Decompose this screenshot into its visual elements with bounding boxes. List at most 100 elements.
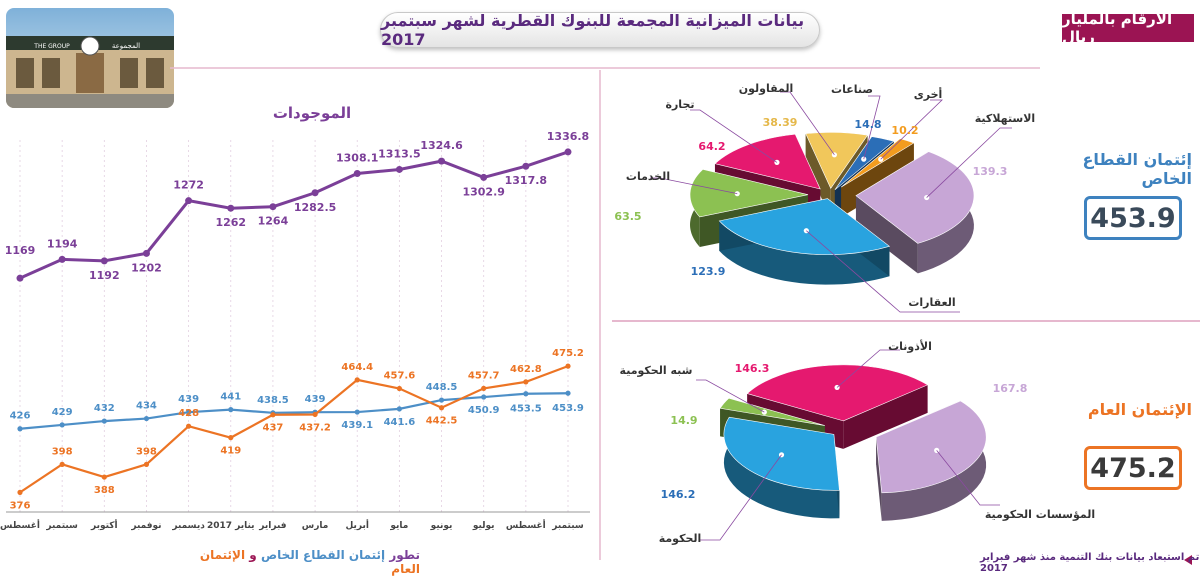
assets-point — [395, 165, 403, 173]
public-credit-point — [481, 385, 487, 391]
private-credit-point — [228, 407, 234, 413]
private-credit-point — [354, 409, 360, 415]
pie-value-label: 167.8 — [993, 382, 1028, 395]
pie-leader-line — [700, 454, 782, 541]
public-credit-value-label: 398 — [52, 446, 73, 457]
assets-value-label: 1202 — [131, 261, 162, 274]
source-marker-icon — [1184, 555, 1192, 565]
pie-slice-1 — [718, 198, 891, 255]
assets-value-label: 1194 — [47, 237, 78, 250]
pie-slice-side — [719, 220, 890, 285]
pie-category-label: الخدمات — [626, 170, 670, 183]
public-credit-value-label: 437.2 — [299, 422, 331, 433]
x-tick-label: مايو — [389, 521, 408, 531]
private-credit-pie: الاستهلاكية 139.3 العقارات 123.9 الخدمات 63.5… — [614, 82, 1035, 313]
public-credit-point — [143, 461, 150, 467]
assets-value-label: 1169 — [5, 244, 36, 257]
legend-private: إئتمان القطاع الخاص — [260, 548, 386, 562]
pie-value-label: 63.5 — [614, 210, 641, 223]
pie-charts: الاستهلاكية 139.3 العقارات 123.9 الخدمات 63.5… — [614, 82, 1095, 545]
x-tick-label: أغسطس — [506, 519, 546, 531]
source-note: تم استبعاد بيانات بنك التنمية منذ شهر فب… — [980, 552, 1200, 574]
assets-point — [522, 162, 530, 170]
private-credit-value-label: 426 — [10, 411, 31, 422]
assets-point — [353, 170, 361, 178]
x-tick-label: سبتمبر — [551, 521, 584, 531]
private-credit-point — [396, 406, 402, 412]
pie-category-label: الاستهلاكية — [975, 112, 1035, 125]
public-credit-value-label: 419 — [220, 446, 241, 457]
public-credit-total: 475.2 — [1084, 446, 1182, 490]
pie-value-label: 38.39 — [763, 116, 798, 129]
x-tick-label: ديسمبر — [171, 521, 205, 531]
pie-value-label: 14.9 — [670, 414, 697, 427]
assets-point — [227, 204, 235, 212]
assets-value-label: 1282.5 — [294, 201, 336, 214]
x-tick-label: فبراير — [258, 521, 286, 531]
assets-point — [185, 197, 193, 205]
pie-category-label: الحكومة — [659, 532, 702, 545]
pie-value-label: 146.3 — [735, 362, 770, 375]
public-credit-value-label: 457.6 — [384, 371, 416, 382]
pie-slice-wall — [876, 436, 882, 521]
public-credit-point — [186, 423, 192, 429]
pie-leader-line — [690, 109, 778, 163]
private-credit-point — [481, 394, 487, 400]
pie-leader-line — [780, 91, 835, 156]
private-credit-point — [101, 418, 107, 424]
public-credit-value-label: 437 — [262, 423, 283, 434]
private-credit-value-label: 450.9 — [468, 405, 500, 416]
private-credit-value-label: 439 — [178, 394, 199, 405]
public-credit-point — [59, 461, 65, 467]
public-credit-point — [565, 363, 571, 369]
private-credit-point — [523, 391, 529, 397]
public-credit-line — [19, 365, 569, 494]
pie-slice-0 — [855, 151, 975, 244]
pie-slice-3 — [746, 364, 929, 422]
public-credit-pie: المؤسسات الحكومية 167.8 الحكومة 146.2 شبه ال… — [620, 339, 1096, 545]
public-credit-value-label: 462.8 — [510, 364, 542, 375]
pie-slice-wall — [855, 195, 918, 274]
assets-point — [438, 157, 446, 165]
x-tick-label: أغسطس — [0, 519, 40, 531]
private-credit-point — [186, 409, 192, 415]
sign-text: المجموعة — [112, 42, 140, 50]
legend-prefix: تطور — [389, 548, 420, 562]
assets-value-label: 1264 — [258, 215, 289, 228]
private-credit-value-label: 453.9 — [552, 403, 584, 414]
legend-public: الإئتمان العام — [199, 548, 420, 576]
x-tick-label: نوفمبر — [130, 521, 161, 531]
assets-point — [100, 257, 108, 265]
assets-point — [311, 189, 319, 197]
private-credit-total: 453.9 — [1084, 196, 1182, 240]
pie-category-label: العقارات — [908, 296, 955, 309]
pie-value-label: 64.2 — [698, 140, 725, 153]
x-tick-label: يناير 2017 — [207, 521, 255, 531]
pie-category-label: الأذونات — [888, 339, 932, 353]
assets-value-label: 1324.6 — [420, 139, 463, 152]
private-credit-value-label: 434 — [136, 401, 157, 412]
pie-slice-wall — [805, 133, 831, 219]
public-credit-point — [228, 435, 234, 441]
x-tick-label: أكتوبر — [90, 519, 118, 531]
public-credit-value-label: 428 — [178, 408, 199, 419]
pie-value-label: 139.3 — [973, 165, 1008, 178]
pie-slice-2 — [689, 169, 809, 218]
private-credit-point — [438, 397, 445, 403]
pie-leader-line — [880, 99, 943, 160]
public-credit-point — [523, 379, 529, 385]
assets-chart-title: الموجودات — [273, 104, 351, 122]
pie-leader-line — [650, 177, 738, 195]
pie-slice-wall — [843, 384, 928, 449]
pie-leader-line — [696, 379, 765, 413]
public-credit-value-label: 376 — [10, 500, 31, 511]
public-credit-value-label: 464.4 — [341, 362, 373, 373]
pie-category-label: صناعات — [831, 83, 873, 96]
private-credit-label: إئتمان القطاع الخاص — [1082, 150, 1192, 188]
x-tick-label: مارس — [302, 521, 329, 531]
pie-category-label: أخرى — [914, 87, 943, 101]
legend-joiner: و — [249, 548, 257, 562]
assets-point — [16, 274, 24, 282]
line-charts: أغسطس سبتمبر أكتوبر نوفمبر ديسمبر يناير 2017 ف… — [0, 104, 590, 531]
